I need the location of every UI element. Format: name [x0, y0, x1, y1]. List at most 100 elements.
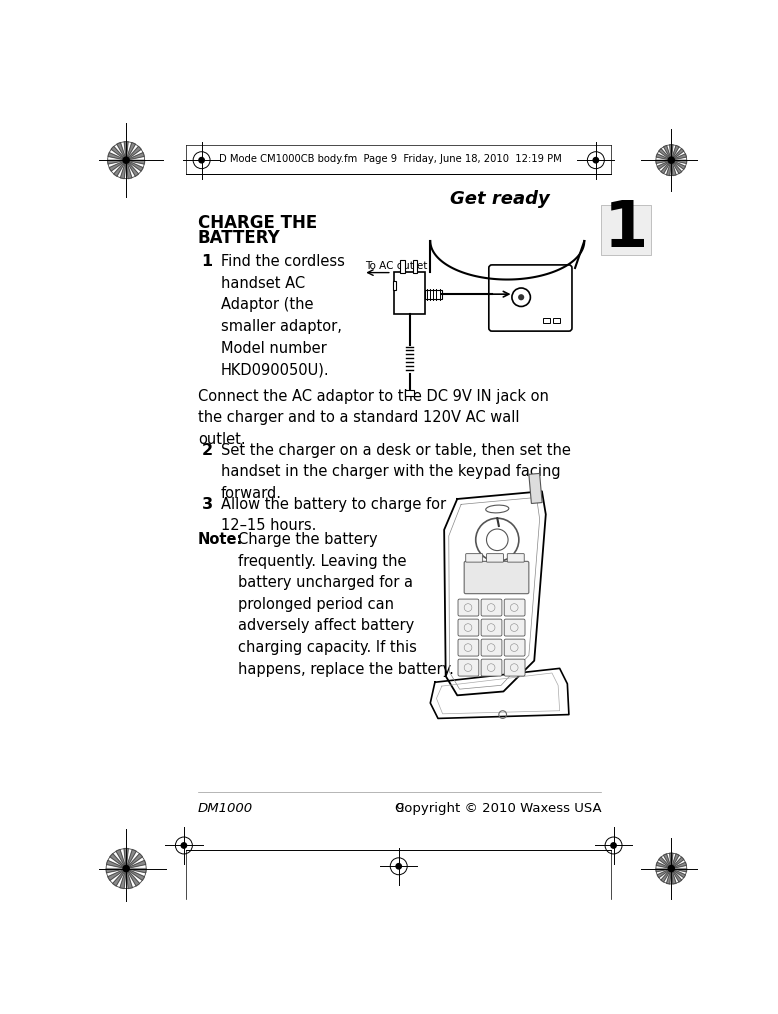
Polygon shape — [126, 146, 141, 160]
FancyBboxPatch shape — [486, 554, 503, 562]
FancyBboxPatch shape — [458, 599, 478, 617]
FancyBboxPatch shape — [458, 620, 478, 636]
Circle shape — [668, 157, 675, 163]
Polygon shape — [124, 142, 128, 160]
Bar — [394, 272, 425, 314]
Polygon shape — [126, 160, 131, 178]
Polygon shape — [126, 869, 145, 880]
Polygon shape — [671, 160, 685, 169]
Bar — [425, 290, 442, 299]
Polygon shape — [657, 160, 671, 169]
Polygon shape — [671, 869, 685, 878]
Polygon shape — [126, 869, 139, 886]
Polygon shape — [116, 850, 126, 869]
Polygon shape — [671, 160, 676, 175]
Bar — [400, 261, 405, 274]
Polygon shape — [667, 869, 671, 884]
Polygon shape — [659, 857, 671, 869]
Polygon shape — [120, 869, 126, 888]
Polygon shape — [430, 668, 569, 719]
FancyBboxPatch shape — [504, 659, 525, 676]
Text: DM1000: DM1000 — [198, 802, 253, 815]
Bar — [405, 389, 414, 395]
Circle shape — [668, 866, 675, 872]
FancyBboxPatch shape — [458, 659, 478, 676]
Polygon shape — [107, 861, 126, 869]
Text: Charge the battery
frequently. Leaving the
battery uncharged for a
prolonged per: Charge the battery frequently. Leaving t… — [238, 532, 454, 676]
Text: 2: 2 — [202, 443, 212, 457]
Polygon shape — [656, 869, 671, 872]
FancyBboxPatch shape — [481, 659, 502, 676]
Polygon shape — [121, 160, 126, 178]
Polygon shape — [126, 160, 143, 171]
Bar — [529, 474, 542, 504]
Polygon shape — [108, 869, 126, 880]
FancyBboxPatch shape — [458, 639, 478, 656]
Polygon shape — [126, 160, 145, 164]
Bar — [552, 318, 559, 323]
Text: 1: 1 — [202, 255, 212, 269]
Polygon shape — [671, 160, 682, 173]
Text: Find the cordless
handset AC
Adaptor (the
smaller adaptor,
Model number
HKD09005: Find the cordless handset AC Adaptor (th… — [221, 255, 345, 377]
Polygon shape — [126, 850, 136, 869]
Polygon shape — [117, 143, 126, 160]
FancyBboxPatch shape — [507, 554, 524, 562]
Bar — [412, 261, 417, 274]
FancyBboxPatch shape — [489, 265, 572, 332]
Polygon shape — [661, 160, 671, 173]
Text: 3: 3 — [202, 497, 212, 512]
Polygon shape — [126, 861, 145, 869]
Polygon shape — [671, 857, 684, 869]
Polygon shape — [671, 869, 682, 882]
FancyBboxPatch shape — [481, 620, 502, 636]
Circle shape — [123, 866, 129, 872]
Polygon shape — [126, 854, 142, 869]
Circle shape — [181, 843, 187, 848]
Polygon shape — [126, 153, 144, 160]
Polygon shape — [110, 854, 126, 869]
Text: Get ready: Get ready — [450, 190, 549, 208]
Polygon shape — [671, 862, 686, 869]
Polygon shape — [667, 160, 671, 175]
Circle shape — [593, 157, 598, 163]
Text: D Mode CM1000CB body.fm  Page 9  Friday, June 18, 2010  12:19 PM: D Mode CM1000CB body.fm Page 9 Friday, J… — [219, 154, 561, 164]
Circle shape — [199, 157, 205, 163]
FancyBboxPatch shape — [504, 639, 525, 656]
Polygon shape — [670, 853, 673, 869]
Polygon shape — [126, 869, 132, 888]
FancyBboxPatch shape — [504, 599, 525, 617]
Polygon shape — [444, 491, 546, 696]
Polygon shape — [671, 149, 684, 160]
Polygon shape — [671, 869, 676, 884]
Polygon shape — [126, 160, 138, 176]
Polygon shape — [671, 869, 687, 872]
Bar — [393, 281, 397, 290]
FancyBboxPatch shape — [466, 554, 482, 562]
Polygon shape — [126, 143, 135, 160]
Bar — [601, 205, 650, 255]
Circle shape — [396, 864, 401, 869]
Polygon shape — [114, 160, 126, 176]
Bar — [543, 318, 549, 323]
Text: Note:: Note: — [198, 532, 244, 548]
Circle shape — [123, 157, 129, 163]
Text: 1: 1 — [604, 199, 648, 261]
Circle shape — [611, 843, 616, 848]
Ellipse shape — [485, 505, 509, 513]
Text: Connect the AC adaptor to the DC 9V IN jack on
the charger and to a standard 120: Connect the AC adaptor to the DC 9V IN j… — [198, 389, 548, 447]
Polygon shape — [106, 869, 126, 873]
Text: 9: 9 — [395, 802, 404, 815]
Text: Copyright © 2010 Waxess USA: Copyright © 2010 Waxess USA — [394, 802, 601, 815]
Polygon shape — [656, 862, 671, 869]
Polygon shape — [671, 154, 686, 160]
Polygon shape — [656, 154, 671, 160]
Polygon shape — [671, 854, 679, 869]
Polygon shape — [656, 160, 671, 163]
Polygon shape — [113, 869, 126, 886]
Polygon shape — [124, 849, 128, 869]
Polygon shape — [111, 146, 126, 160]
Polygon shape — [107, 160, 126, 164]
Polygon shape — [659, 149, 671, 160]
Polygon shape — [671, 146, 679, 160]
Polygon shape — [664, 146, 671, 160]
